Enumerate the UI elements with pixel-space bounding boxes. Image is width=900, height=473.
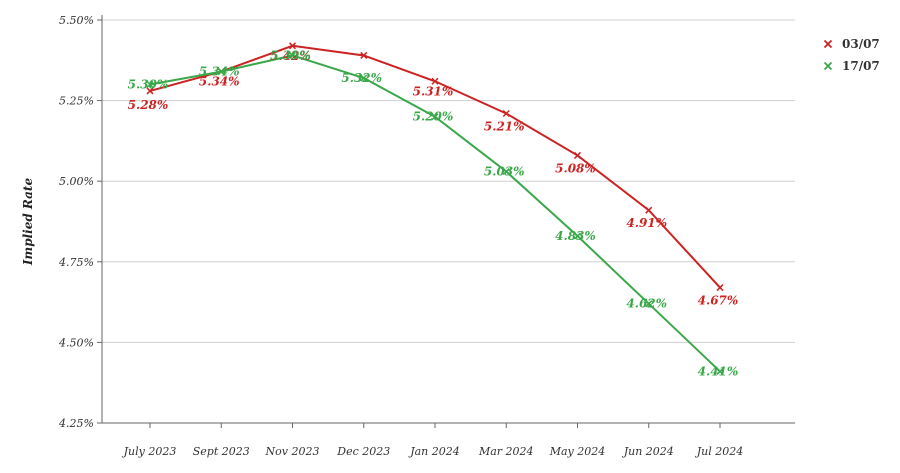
data-label: 4.62% [626,297,667,311]
data-point [502,167,510,176]
y-axis-title: Implied Rate [21,178,35,267]
data-label: 5.34% [199,65,240,79]
y-tick-label: 4.50% [58,336,94,349]
data-point [146,87,154,95]
data-point [288,42,297,50]
legend-item[interactable]: 17/07 [823,59,880,73]
data-label: 5.28% [128,98,169,112]
data-point [502,109,510,118]
series [146,42,724,375]
data-labels: 5.28% 5.34% 5.42% 5.31% 5.21% 5.08% 4.91% 4.67%… [128,48,739,378]
data-label: 4.41% [698,364,739,378]
data-label: 5.08% [555,161,596,175]
data-label: 4.83% [555,229,596,243]
x-tick-label: Sept 2023 [193,445,250,458]
x-tick-label: July 2023 [122,445,177,458]
data-label: 5.21% [484,119,525,133]
legend[interactable]: 03/07 17/07 [823,37,880,73]
data-point [217,68,225,76]
data-label: 5.03% [484,165,525,179]
x-tick-label: May 2024 [549,445,606,458]
data-point [360,51,368,59]
x-tick-label: Nov 2023 [265,445,320,458]
data-point [573,232,582,240]
data-point [716,284,724,292]
data-label: 5.30% [128,77,169,91]
x-tick-label: Mar 2024 [478,445,534,458]
data-label: 4.67% [698,294,739,308]
data-point [431,77,439,85]
x-tick-label: Dec 2023 [336,445,390,458]
data-point [146,80,154,89]
data-point [288,51,297,59]
x-tick-label: Jul 2024 [695,445,744,458]
data-point [645,300,653,308]
data-label: 5.42% [270,49,311,63]
data-label: 5.32% [341,71,382,85]
y-tick-label: 4.75% [58,256,94,269]
data-label: 5.20% [413,110,454,124]
y-tick-label: 5.25% [59,95,94,108]
data-label: 5.31% [413,84,454,98]
data-label: 5.34% [199,75,240,89]
series-line [149,54,721,373]
y-tick-label: 4.25% [58,417,94,430]
x-tick-label: Jun 2024 [622,445,674,458]
legend-label: 17/07 [842,59,880,73]
data-label: 5.39% [270,48,311,62]
data-point [360,74,368,82]
data-point [431,113,439,121]
data-point [573,151,582,159]
data-point [645,206,653,214]
axes: 5.50% 5.25% 5.00% 4.75% 4.50% 4.25% July 2023 S… [58,14,795,458]
x-tick-label: Jan 2024 [408,445,460,458]
data-label: 4.91% [626,216,667,230]
data-point [716,367,724,375]
y-tick-label: 5.00% [59,175,94,188]
legend-label: 03/07 [842,37,880,51]
y-tick-label: 5.50% [59,14,94,27]
legend-item[interactable]: 03/07 [823,37,880,51]
